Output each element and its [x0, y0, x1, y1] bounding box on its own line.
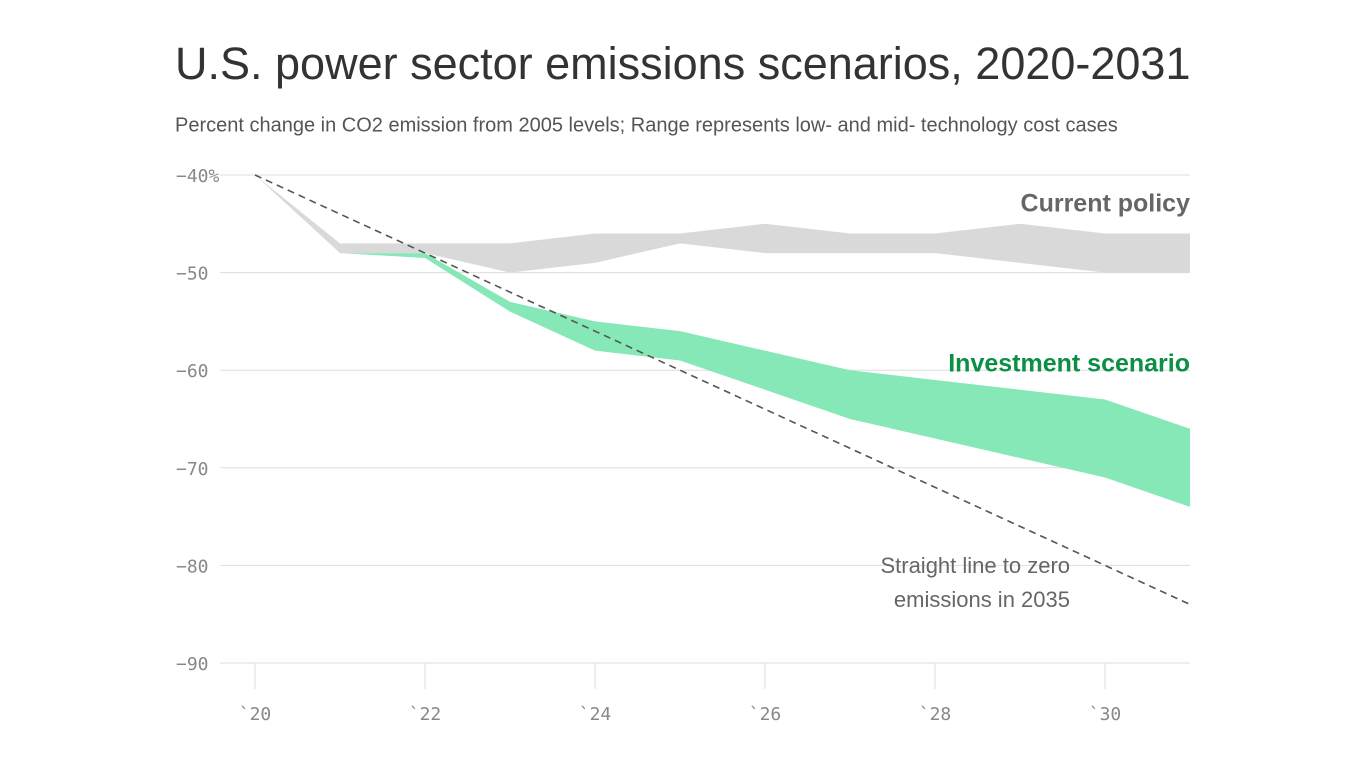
y-tick-label: −50 [176, 264, 209, 285]
series-label: Investment scenario [948, 350, 1190, 378]
chart-title: U.S. power sector emissions scenarios, 2… [175, 38, 1191, 89]
x-tick-label: `28 [919, 704, 952, 725]
x-tick-label: `30 [1089, 704, 1122, 725]
chart-subtitle: Percent change in CO2 emission from 2005… [175, 114, 1118, 136]
range-band [255, 175, 1190, 507]
reference-label: Straight line to zero [880, 553, 1070, 578]
reference-label: emissions in 2035 [894, 587, 1070, 612]
y-tick-label: −60 [176, 361, 209, 382]
x-tick-label: `26 [749, 704, 782, 725]
x-tick-label: `22 [409, 704, 442, 725]
reference-line [254, 174, 1191, 606]
y-tick-label: −40% [176, 166, 220, 187]
range-band [255, 175, 1190, 273]
y-tick-label: −90 [176, 654, 209, 675]
y-tick-label: −80 [176, 556, 209, 577]
x-tick-label: `24 [579, 704, 612, 725]
y-tick-label: −70 [176, 459, 209, 480]
x-tick-label: `20 [239, 704, 272, 725]
series-label: Current policy [1021, 190, 1191, 218]
